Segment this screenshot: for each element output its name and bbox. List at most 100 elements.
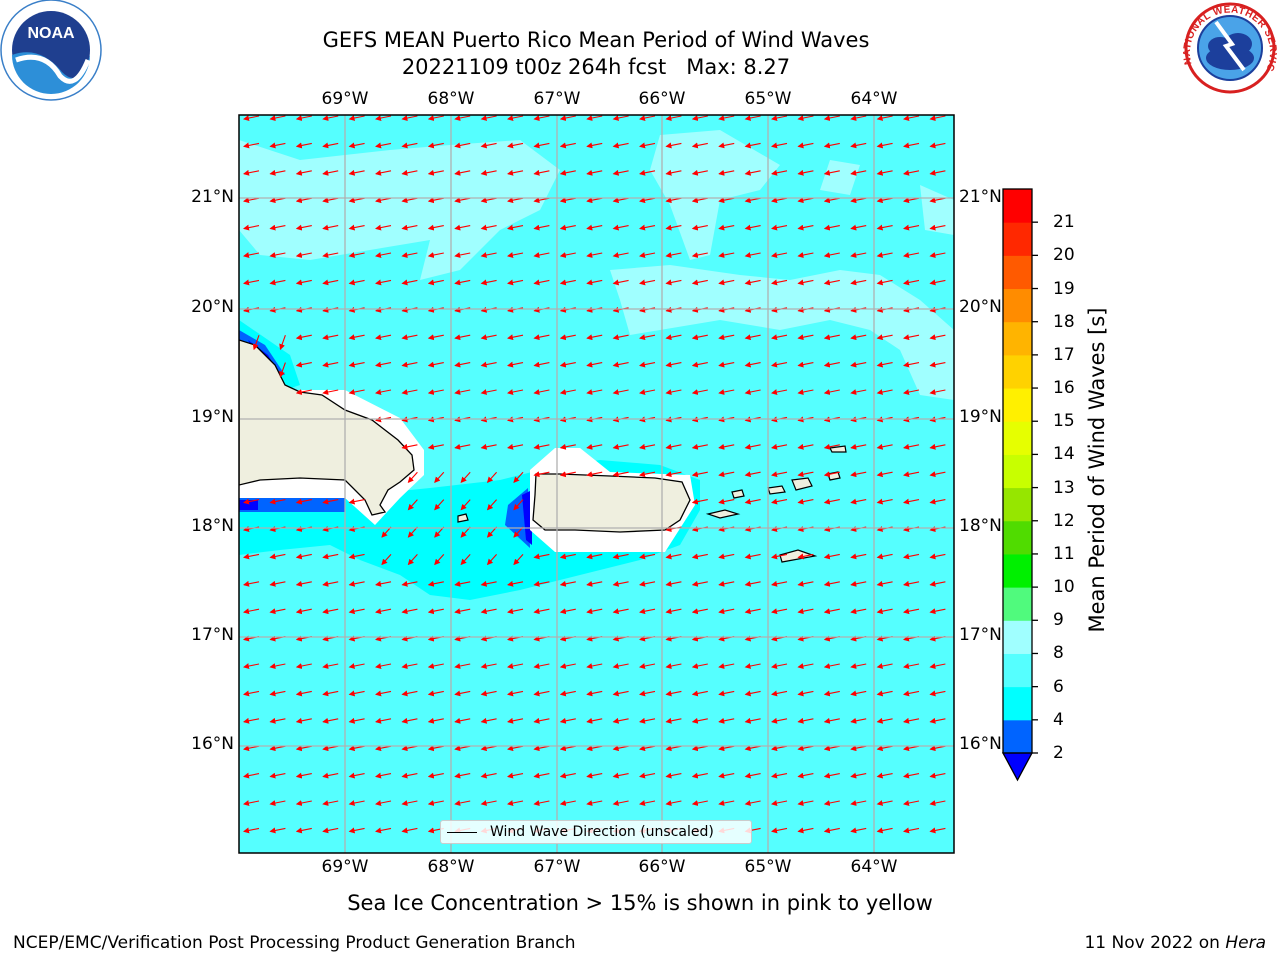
wind-wave-arrow xyxy=(480,224,497,231)
wind-wave-arrow xyxy=(454,252,471,258)
wind-wave-arrow xyxy=(322,663,339,669)
wind-wave-arrow xyxy=(454,690,471,697)
wind-wave-arrow xyxy=(348,800,365,806)
colorbar-label: 9 xyxy=(1053,610,1064,631)
wind-wave-arrow xyxy=(348,580,365,587)
wind-wave-arrow xyxy=(691,498,708,505)
wind-wave-arrow xyxy=(243,169,260,176)
wind-wave-arrow xyxy=(691,115,708,121)
wind-wave-arrow xyxy=(586,361,603,368)
wind-wave-arrow xyxy=(401,389,418,395)
wind-wave-arrow xyxy=(533,553,550,560)
wind-wave-arrow xyxy=(691,800,708,806)
wind-wave-arrow xyxy=(348,772,365,779)
wind-wave-arrow xyxy=(559,772,576,779)
wind-wave-arrow xyxy=(269,800,286,806)
wind-wave-arrow xyxy=(427,800,444,806)
colorbar-segment xyxy=(1003,388,1032,422)
wind-wave-arrow xyxy=(903,361,920,368)
wind-wave-arrow xyxy=(744,498,761,505)
colorbar-segment xyxy=(1003,255,1032,290)
wind-wave-arrow xyxy=(718,553,735,560)
wind-wave-arrow xyxy=(480,800,497,806)
wind-wave-arrow xyxy=(639,252,656,258)
colorbar-segment xyxy=(1003,587,1032,621)
wind-wave-arrow xyxy=(612,334,629,341)
wind-wave-arrow xyxy=(507,580,524,587)
wind-wave-arrow xyxy=(744,142,761,149)
wind-wave-arrow xyxy=(348,553,365,560)
wind-wave-arrow xyxy=(823,169,840,176)
wind-wave-arrow xyxy=(929,443,946,450)
wind-wave-arrow xyxy=(612,252,629,258)
wind-wave-arrow xyxy=(427,115,444,121)
wind-wave-arrow xyxy=(295,389,312,395)
wind-wave-arrow xyxy=(375,279,392,286)
wind-wave-arrow xyxy=(348,252,365,258)
wind-wave-arrow xyxy=(401,745,418,752)
wind-wave-arrow xyxy=(797,224,814,231)
wind-wave-arrow xyxy=(876,690,893,697)
wind-wave-arrow xyxy=(427,334,444,341)
wind-wave-arrow xyxy=(533,772,550,779)
wind-wave-arrow xyxy=(612,553,629,560)
wind-wave-arrow xyxy=(454,800,471,806)
wind-wave-arrow xyxy=(427,745,444,752)
wind-wave-arrow xyxy=(718,443,735,450)
wind-wave-arrow xyxy=(718,690,735,697)
wind-wave-arrow xyxy=(322,608,339,615)
wind-wave-arrow xyxy=(243,498,260,505)
wind-wave-arrow xyxy=(427,580,444,587)
wind-wave-arrow xyxy=(269,169,286,176)
wind-wave-arrow xyxy=(718,279,735,286)
wind-wave-arrow xyxy=(269,827,286,834)
wind-wave-arrow xyxy=(797,608,814,615)
colorbar-label: 6 xyxy=(1053,676,1064,697)
wind-wave-arrow xyxy=(279,362,286,378)
wind-wave-arrow xyxy=(269,772,286,779)
lon-tick-bottom: 65°W xyxy=(744,857,792,877)
wind-wave-arrow xyxy=(480,169,497,176)
wind-wave-arrow xyxy=(744,772,761,779)
wind-wave-arrow xyxy=(929,580,946,587)
wind-wave-arrow xyxy=(850,663,867,669)
wind-wave-arrow xyxy=(401,663,418,669)
wind-wave-arrow xyxy=(771,580,788,587)
wind-wave-arrow xyxy=(427,717,444,724)
wind-wave-arrow xyxy=(513,499,524,511)
lat-tick-right: 20°N xyxy=(959,297,1002,317)
wind-wave-arrow xyxy=(665,717,682,724)
wind-wave-arrow xyxy=(375,361,392,368)
lon-tick-top: 68°W xyxy=(427,89,475,109)
wind-wave-arrow xyxy=(797,142,814,149)
wind-wave-arrow xyxy=(507,224,524,231)
lon-tick-bottom: 66°W xyxy=(638,857,686,877)
wind-wave-arrow xyxy=(823,252,840,258)
wind-wave-arrow xyxy=(401,690,418,697)
wind-wave-arrow xyxy=(744,115,761,121)
wind-wave-arrow xyxy=(771,252,788,258)
wind-wave-arrow xyxy=(243,252,260,258)
wind-wave-arrow xyxy=(903,690,920,697)
colorbar-label: 20 xyxy=(1053,245,1075,266)
wind-wave-arrow xyxy=(559,690,576,697)
wind-wave-arrow xyxy=(903,197,920,204)
wind-wave-arrow xyxy=(823,197,840,204)
wind-wave-arrow xyxy=(665,142,682,149)
wind-wave-arrow xyxy=(929,745,946,752)
wind-wave-arrow xyxy=(903,115,920,121)
wind-wave-arrow xyxy=(533,279,550,286)
wind-wave-arrow xyxy=(322,498,339,505)
colorbar-frame xyxy=(1002,188,1033,754)
wind-wave-arrow xyxy=(407,526,418,538)
wind-wave-arrow xyxy=(322,745,339,752)
wind-wave-arrow xyxy=(269,142,286,149)
colorbar-label: 14 xyxy=(1053,444,1075,465)
wind-wave-arrow xyxy=(691,471,708,478)
wind-wave-arrow xyxy=(718,800,735,806)
wind-wave-arrow xyxy=(929,827,946,834)
wind-wave-arrow xyxy=(533,690,550,697)
wind-wave-arrow xyxy=(507,690,524,697)
wind-wave-arrow xyxy=(480,580,497,587)
colorbar-label: 16 xyxy=(1053,378,1075,399)
